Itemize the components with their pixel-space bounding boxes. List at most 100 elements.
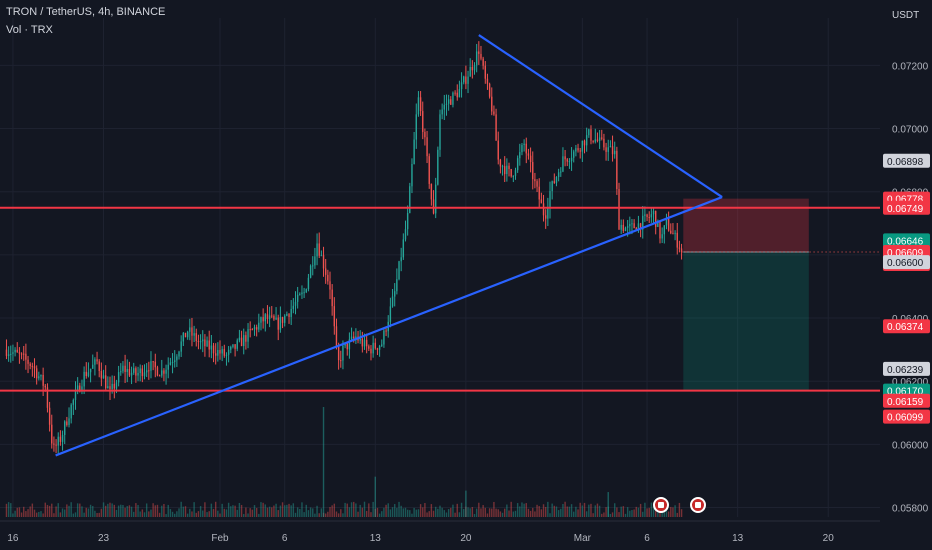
volume-bar [460, 502, 463, 517]
candle-body [223, 349, 226, 356]
candle-body [307, 277, 310, 290]
volume-bar [471, 507, 474, 517]
candle-body [506, 165, 508, 175]
candle-body [465, 76, 467, 84]
candle-body [329, 281, 331, 290]
price-label-bg [883, 255, 930, 270]
volume-bar [94, 510, 96, 517]
candle-body [497, 140, 499, 160]
candle-body [471, 66, 474, 71]
candle-body [596, 139, 599, 141]
candle-body [268, 315, 271, 320]
upper-trendline[interactable] [478, 34, 723, 198]
volume-bar [413, 507, 415, 517]
volume-bar [486, 513, 489, 517]
candle-body [428, 156, 430, 184]
volume-bar [152, 503, 154, 517]
volume-bar [137, 504, 139, 517]
candle-body [290, 308, 292, 317]
candle-body [245, 335, 247, 342]
stop-loss-zone[interactable] [683, 198, 809, 253]
volume-bar [156, 504, 159, 517]
volume-bar [72, 513, 75, 517]
volume-bar [588, 504, 590, 517]
candle-body [74, 391, 77, 401]
volume-bar [346, 503, 348, 517]
volume-bar [616, 507, 618, 517]
lower-trendline[interactable] [55, 196, 723, 457]
volume-bar [456, 503, 458, 517]
volume-bar [383, 507, 385, 517]
volume-bar [292, 503, 295, 517]
candle-body [44, 385, 46, 388]
candle-body [437, 149, 439, 185]
candle-body [51, 424, 53, 444]
volume-spike [465, 490, 467, 517]
price-axis[interactable]: 0.072000.070000.068000.066000.064000.062… [880, 0, 932, 550]
candle-body [618, 189, 620, 230]
volume-bar [497, 509, 499, 517]
take-profit-zone[interactable] [683, 252, 809, 391]
candle-body [281, 317, 284, 323]
volume-bar [417, 509, 420, 517]
volume-bar [253, 505, 256, 517]
volume-bar [57, 503, 59, 517]
volume-bar [126, 506, 128, 517]
volume-bar [195, 512, 197, 517]
volume-bar [473, 514, 476, 517]
price-label: 0.06749 [887, 204, 924, 215]
candle-body [406, 213, 409, 230]
candle-body [18, 352, 21, 354]
price-label: 0.06374 [887, 322, 924, 333]
candle-body [488, 83, 491, 97]
volume-bar [266, 507, 269, 517]
us-flag-icon[interactable] [689, 497, 706, 513]
volume-bar [562, 503, 564, 517]
candle-body [102, 375, 105, 379]
candle-body [562, 156, 564, 172]
volume-bar [430, 504, 433, 517]
candle-body [251, 329, 254, 331]
volume-bar [109, 502, 111, 517]
candle-body [607, 147, 609, 152]
volume-bar [55, 506, 57, 517]
candle-body [447, 99, 450, 104]
price-label: 0.06778 [887, 195, 924, 206]
candle-body [72, 400, 75, 405]
candle-body [519, 152, 521, 159]
candle-body [277, 317, 279, 330]
volume-bar [20, 512, 23, 517]
candle-body [35, 368, 38, 379]
time-axis[interactable]: 16 23 Feb 6 13 20 Mar 6 13 20 [0, 520, 880, 544]
candle-body [434, 184, 437, 214]
volume-bar [182, 506, 185, 517]
volume-bar [180, 501, 182, 517]
candle-body [243, 335, 245, 347]
candle-body [549, 191, 551, 209]
candle-body [158, 375, 161, 377]
volume-bar [314, 513, 316, 517]
candle-body [128, 368, 131, 376]
volume-bar [107, 503, 109, 517]
candle-body [137, 373, 139, 376]
volume-bar [324, 513, 327, 517]
candle-body [512, 175, 515, 177]
drawings[interactable] [0, 34, 880, 457]
candle-body [331, 289, 333, 307]
volume-bar [335, 511, 338, 517]
candle-body [493, 111, 495, 115]
volume-bar [10, 503, 12, 517]
us-flag-icon[interactable] [653, 497, 670, 513]
position-tool[interactable] [683, 198, 809, 391]
volume-bar [111, 503, 113, 517]
candle-body [365, 339, 368, 347]
volume-bar [117, 505, 120, 517]
volume-bar [219, 513, 221, 517]
volume-indicator-label[interactable]: Vol · TRX [6, 24, 53, 36]
candle-body [184, 332, 187, 338]
volume-bar [286, 504, 288, 517]
volume-bar [214, 501, 217, 517]
candle-body [23, 353, 25, 355]
candle-body [89, 368, 92, 373]
